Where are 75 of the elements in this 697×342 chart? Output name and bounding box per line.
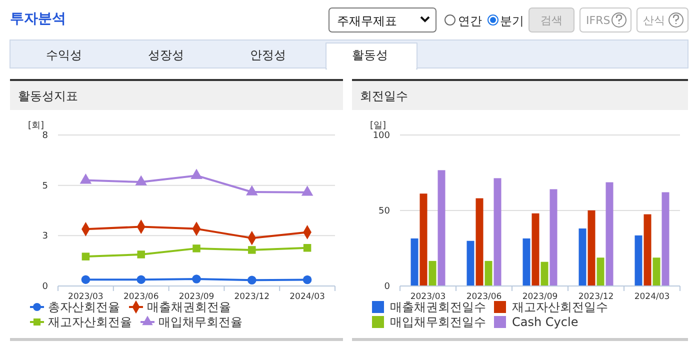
x-tick-label: 2023/06 bbox=[123, 292, 159, 302]
point bbox=[190, 168, 202, 179]
bar bbox=[476, 198, 484, 286]
legend-label: 재고자산회전율 bbox=[48, 315, 132, 329]
point bbox=[301, 186, 314, 196]
point bbox=[82, 252, 90, 260]
text: 연간 bbox=[458, 14, 482, 28]
point bbox=[136, 275, 146, 284]
y-tick-label: 0 bbox=[42, 282, 48, 292]
text: 수익성 bbox=[46, 48, 82, 62]
point bbox=[192, 244, 200, 252]
text: 투자분석 bbox=[10, 11, 66, 27]
text: 산식 bbox=[643, 14, 665, 27]
point bbox=[137, 250, 145, 258]
bar bbox=[596, 258, 604, 286]
text: 성장성 bbox=[148, 48, 184, 62]
x-tick-label: 2023/06 bbox=[466, 292, 502, 302]
text: 검색 bbox=[540, 14, 562, 27]
text: IFRS bbox=[586, 14, 610, 27]
bar bbox=[578, 228, 586, 286]
x-tick-label: 2023/09 bbox=[522, 292, 558, 302]
bar bbox=[428, 260, 436, 286]
text: 분기 bbox=[500, 14, 524, 28]
x-tick-label: 2024/03 bbox=[290, 292, 325, 302]
point bbox=[302, 275, 312, 284]
bar bbox=[652, 258, 660, 286]
y-tick-label: 8 bbox=[42, 131, 48, 141]
y-axis-title: [일] bbox=[370, 121, 386, 131]
bar bbox=[540, 262, 548, 286]
point bbox=[81, 275, 90, 284]
point bbox=[248, 276, 256, 285]
text: 주재무제표 bbox=[337, 14, 397, 28]
bar bbox=[606, 182, 614, 286]
bar bbox=[494, 178, 502, 286]
bar bbox=[644, 214, 652, 286]
y-tick-label: 3 bbox=[42, 232, 48, 242]
text: 활동성 bbox=[352, 48, 388, 62]
x-tick-label: 2023/12 bbox=[578, 292, 614, 302]
y-tick-label: 5 bbox=[42, 181, 48, 192]
x-tick-label: 2024/03 bbox=[634, 292, 670, 302]
chart-title: 활동성지표 bbox=[18, 89, 78, 103]
point bbox=[80, 174, 92, 184]
legend-label: 총자산회전율 bbox=[48, 300, 120, 314]
bar bbox=[438, 170, 446, 286]
x-tick-label: 2023/03 bbox=[410, 292, 446, 302]
bar bbox=[662, 192, 670, 286]
point bbox=[248, 246, 256, 254]
bar bbox=[466, 240, 474, 286]
x-tick-label: 2023/03 bbox=[68, 292, 104, 302]
y-tick-label: 0 bbox=[384, 282, 390, 292]
bar bbox=[484, 260, 492, 286]
bar bbox=[532, 213, 540, 286]
bar bbox=[634, 235, 642, 286]
legend-label: 매입채무회전일수 bbox=[390, 315, 486, 329]
x-tick-label: 2023/12 bbox=[234, 292, 270, 302]
point bbox=[192, 274, 201, 284]
x-tick-label: 2023/09 bbox=[178, 292, 214, 302]
legend-label: 매출채권회전일수 bbox=[390, 300, 486, 314]
point bbox=[135, 175, 147, 186]
text: 안정성 bbox=[250, 48, 286, 62]
bar bbox=[410, 238, 418, 286]
bar bbox=[522, 238, 530, 286]
legend-label: 매입채무회전율 bbox=[158, 315, 242, 329]
legend-label: Cash Cycle bbox=[512, 315, 578, 329]
bar bbox=[420, 194, 428, 286]
point bbox=[246, 185, 258, 196]
chart-title: 회전일수 bbox=[360, 89, 408, 103]
y-axis-title: [회] bbox=[28, 121, 44, 131]
bar bbox=[588, 210, 596, 286]
legend-label: 매출채권회전율 bbox=[147, 300, 231, 314]
legend-label: 재고자산회전일수 bbox=[512, 300, 608, 314]
y-tick-label: 50 bbox=[378, 206, 390, 216]
point bbox=[303, 244, 312, 252]
bar bbox=[550, 189, 558, 286]
y-tick-label: 100 bbox=[372, 131, 390, 141]
